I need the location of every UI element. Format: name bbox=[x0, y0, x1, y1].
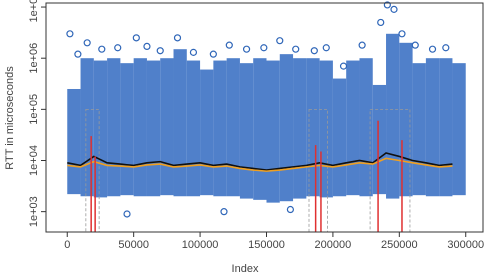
point-cloud bbox=[253, 58, 267, 200]
point bbox=[383, 1, 391, 9]
point-cloud bbox=[146, 60, 161, 197]
point bbox=[143, 42, 151, 51]
point-cloud bbox=[213, 60, 227, 197]
point bbox=[411, 41, 419, 49]
point bbox=[442, 44, 450, 52]
x-tick-label: 0 bbox=[64, 239, 70, 251]
point-cloud bbox=[439, 58, 453, 197]
point-cloud bbox=[226, 58, 240, 197]
point bbox=[276, 37, 284, 45]
point-cloud bbox=[452, 63, 466, 196]
point bbox=[132, 34, 140, 42]
point-cloud bbox=[186, 60, 201, 197]
point-cloud bbox=[332, 78, 347, 197]
y-axis-title: RTT in microseconds bbox=[4, 66, 16, 170]
point-cloud bbox=[239, 63, 254, 199]
x-tick-label: 100000 bbox=[182, 239, 219, 251]
point-cloud bbox=[120, 63, 134, 196]
point-cloud bbox=[412, 63, 426, 196]
y-tick-label: 1e+07 bbox=[28, 0, 40, 23]
point-cloud bbox=[200, 69, 214, 196]
point-cloud bbox=[160, 58, 174, 196]
point-cloud bbox=[386, 33, 400, 199]
point-cloud bbox=[425, 58, 440, 197]
point bbox=[377, 18, 385, 27]
point-cloud bbox=[279, 54, 294, 202]
y-tick-label: 1e+04 bbox=[28, 145, 40, 176]
point-cloud bbox=[359, 58, 373, 197]
trend-line bbox=[67, 152, 453, 171]
x-tick-label: 250000 bbox=[381, 239, 418, 251]
point bbox=[292, 45, 300, 53]
point bbox=[358, 41, 366, 49]
point bbox=[114, 44, 122, 52]
point bbox=[98, 45, 106, 53]
point bbox=[260, 44, 268, 52]
point-cloud bbox=[293, 58, 307, 199]
point bbox=[74, 50, 82, 58]
point-cloud bbox=[67, 88, 81, 195]
point-cloud bbox=[306, 58, 320, 197]
x-axis-title: Index bbox=[232, 263, 259, 275]
point bbox=[286, 205, 295, 214]
point bbox=[220, 208, 228, 216]
x-tick-label: 50000 bbox=[118, 239, 149, 251]
y-tick-label: 1e+05 bbox=[28, 94, 40, 125]
point-cloud bbox=[107, 58, 121, 197]
point-cloud bbox=[346, 60, 360, 196]
y-tick-label: 1e+06 bbox=[28, 43, 40, 74]
point bbox=[310, 47, 318, 55]
point-cloud bbox=[372, 84, 387, 195]
point bbox=[66, 30, 74, 38]
point bbox=[123, 210, 131, 218]
point bbox=[322, 44, 330, 52]
point bbox=[339, 62, 348, 70]
x-tick-label: 300000 bbox=[447, 239, 484, 251]
point bbox=[398, 30, 406, 38]
point bbox=[189, 48, 198, 56]
point bbox=[390, 5, 398, 13]
point bbox=[83, 39, 91, 47]
point bbox=[428, 45, 437, 53]
point bbox=[209, 50, 217, 58]
point-cloud bbox=[173, 49, 187, 197]
x-tick-label: 200000 bbox=[315, 239, 352, 251]
point bbox=[242, 45, 251, 53]
point-cloud bbox=[133, 58, 147, 197]
plot-frame bbox=[45, 2, 484, 233]
x-tick-label: 150000 bbox=[248, 239, 285, 251]
point bbox=[225, 41, 233, 49]
y-tick-label: 1e+03 bbox=[28, 196, 40, 227]
trend-line bbox=[67, 157, 453, 172]
point-cloud bbox=[266, 60, 280, 203]
point bbox=[156, 47, 164, 55]
point bbox=[173, 34, 182, 42]
